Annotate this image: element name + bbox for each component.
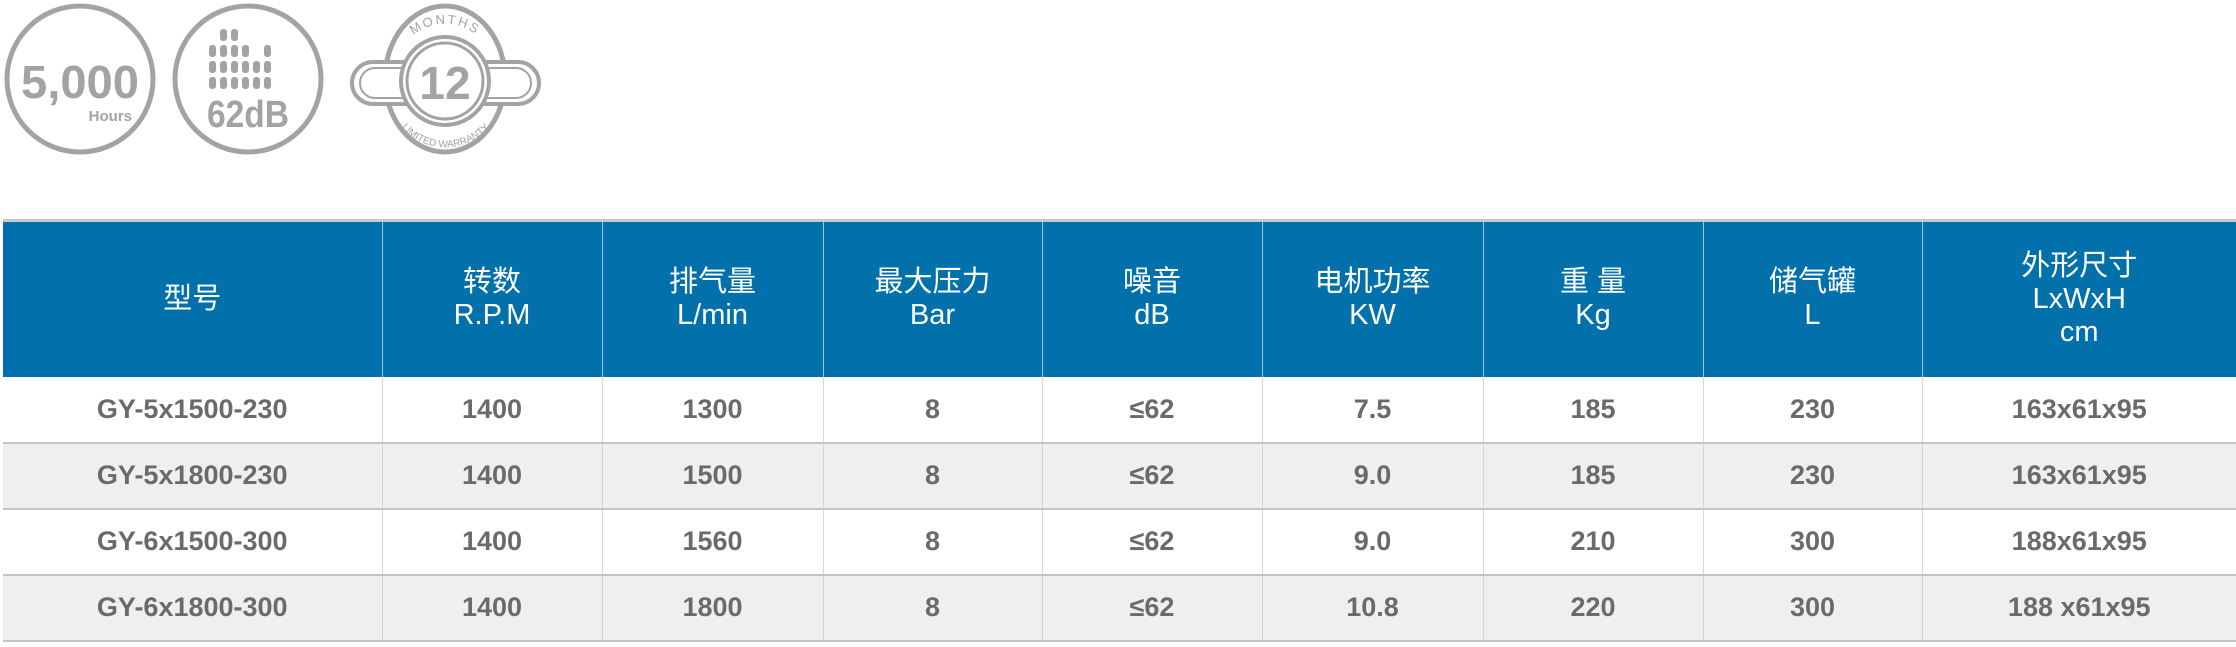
header-max-pressure-zh: 最大压力 — [874, 266, 991, 299]
cell-motor-power: 9.0 — [1261, 508, 1483, 575]
header-motor-power-zh: 电机功率 — [1314, 266, 1431, 299]
hours-value: 5,000 — [21, 56, 139, 108]
header-max-pressure-en: Bar — [909, 299, 956, 332]
cell-tank: 230 — [1702, 442, 1922, 509]
cell-weight: 185 — [1482, 376, 1703, 443]
table-row: GY-5x1800-230 1400 1500 8 ≤62 9.0 185 230 163x61… — [3, 442, 2236, 509]
cell-dimensions: 188 x61x95 — [1921, 574, 2236, 641]
header-motor-power-en: KW — [1349, 299, 1396, 332]
table-header-row: 型号 转数 R.P.M 排气量 L/min 最大压力 Bar 噪音 dB 电机功率 KW 重 量 Kg 储… — [3, 220, 2236, 377]
warranty-badge-icon: 12 MONTHS LIMITED WARRANTY — [350, 3, 541, 155]
cell-model: GY-6x1800-300 — [96, 592, 288, 622]
cell-max-pressure: 8 — [822, 442, 1042, 509]
header-dimensions-en2: cm — [2059, 315, 2099, 348]
spec-table: 型号 转数 R.P.M 排气量 L/min 最大压力 Bar 噪音 dB 电机功率 KW 重 量 Kg 储… — [3, 219, 2236, 642]
column-header-motor-power: 电机功率 KW — [1261, 220, 1483, 377]
column-header-dimensions: 外形尺寸 LxWxH cm — [1921, 220, 2236, 377]
header-noise-zh: 噪音 — [1122, 266, 1181, 299]
cell-rpm: 1400 — [381, 574, 602, 641]
column-header-rpm: 转数 R.P.M — [381, 220, 602, 377]
table-row: GY-5x1500-230 1400 1300 8 ≤62 7.5 185 230 163x61… — [3, 376, 2236, 443]
header-weight-en: Kg — [1575, 299, 1611, 332]
cell-rpm: 1400 — [381, 508, 602, 575]
cell-noise: ≤62 — [1041, 574, 1262, 641]
header-displacement-zh: 排气量 — [668, 266, 756, 299]
header-dimensions-zh: 外形尺寸 — [2021, 249, 2138, 282]
header-model-zh: 型号 — [163, 282, 222, 315]
cell-model: GY-6x1500-300 — [96, 526, 288, 556]
cell-tank: 300 — [1702, 574, 1922, 641]
cell-max-pressure: 8 — [822, 376, 1042, 443]
cell-noise: ≤62 — [1041, 376, 1262, 443]
table-row: GY-6x1800-300 1400 1800 8 ≤62 10.8 220 300 188 x… — [3, 574, 2236, 641]
cell-model: GY-5x1800-230 — [96, 460, 288, 490]
header-rpm-zh: 转数 — [462, 266, 521, 299]
header-weight-zh: 重 量 — [1559, 266, 1627, 299]
column-header-displacement: 排气量 L/min — [601, 220, 823, 377]
warranty-value: 12 — [419, 57, 470, 109]
hours-unit: Hours — [89, 108, 132, 125]
cell-max-pressure: 8 — [822, 574, 1042, 641]
noise-badge-icon: 62dB — [172, 3, 324, 155]
cell-displacement: 1500 — [601, 442, 823, 509]
cell-rpm: 1400 — [381, 376, 602, 443]
cell-dimensions: 188x61x95 — [1921, 508, 2236, 575]
table-row: GY-6x1500-300 1400 1560 8 ≤62 9.0 210 300 188x61… — [3, 508, 2236, 575]
header-noise-en: dB — [1134, 299, 1170, 332]
cell-tank: 230 — [1702, 376, 1922, 443]
cell-weight: 220 — [1482, 574, 1703, 641]
cell-dimensions: 163x61x95 — [1921, 376, 2236, 443]
cell-motor-power: 9.0 — [1261, 442, 1483, 509]
header-rpm-en: R.P.M — [453, 299, 531, 332]
header-tank-zh: 储气罐 — [1768, 266, 1856, 299]
cell-dimensions: 163x61x95 — [1921, 442, 2236, 509]
cell-tank: 300 — [1702, 508, 1922, 575]
header-displacement-en: L/min — [677, 299, 748, 332]
header-tank-en: L — [1804, 299, 1821, 332]
cell-noise: ≤62 — [1041, 508, 1262, 575]
cell-weight: 210 — [1482, 508, 1703, 575]
header-dimensions-en: LxWxH — [2032, 282, 2126, 315]
column-header-max-pressure: 最大压力 Bar — [822, 220, 1042, 377]
cell-motor-power: 7.5 — [1261, 376, 1483, 443]
cell-weight: 185 — [1482, 442, 1703, 509]
cell-max-pressure: 8 — [822, 508, 1042, 575]
cell-rpm: 1400 — [381, 442, 602, 509]
column-header-noise: 噪音 dB — [1041, 220, 1262, 377]
cell-displacement: 1560 — [601, 508, 823, 575]
hours-badge-icon: 5,000 Hours — [4, 3, 156, 155]
cell-motor-power: 10.8 — [1261, 574, 1483, 641]
column-header-weight: 重 量 Kg — [1482, 220, 1703, 377]
cell-displacement: 1300 — [601, 376, 823, 443]
cell-noise: ≤62 — [1041, 442, 1262, 509]
column-header-model: 型号 — [3, 221, 382, 377]
noise-value: 62dB — [207, 94, 289, 136]
cell-model: GY-5x1500-230 — [96, 393, 288, 424]
cell-displacement: 1800 — [601, 574, 823, 641]
column-header-tank: 储气罐 L — [1702, 220, 1922, 377]
